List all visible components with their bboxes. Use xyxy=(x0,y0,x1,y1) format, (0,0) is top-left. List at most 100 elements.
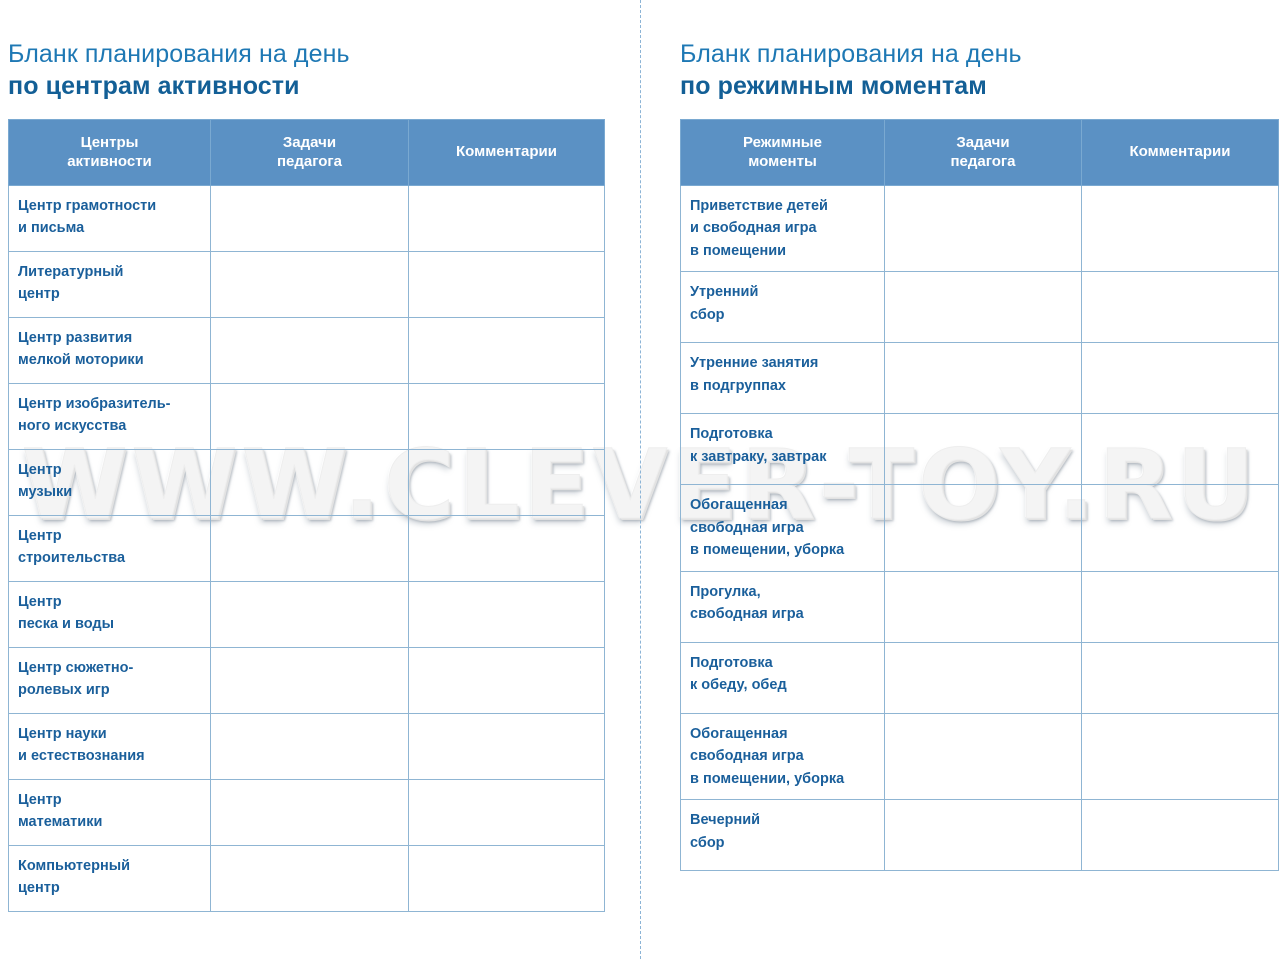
table-row: Обогащенная свободная игра в помещении, уб… xyxy=(680,712,1279,801)
table-row: Центр развития мелкой моторики xyxy=(8,317,605,384)
row-label-line: Прогулка, xyxy=(690,583,761,600)
comments-input-cell[interactable] xyxy=(1081,484,1279,572)
column-header-comments: Комментарии xyxy=(408,119,605,186)
tasks-input-cell[interactable] xyxy=(884,570,1082,643)
row-label-line: Вечерний xyxy=(690,812,761,829)
tasks-input-cell[interactable] xyxy=(884,799,1082,872)
row-label-line: строительства xyxy=(18,550,126,567)
row-label-line: музыки xyxy=(18,484,73,501)
row-label-line: сбор xyxy=(690,306,725,323)
page-title-right-line2: по режимным моментам xyxy=(680,72,987,100)
comments-input-cell[interactable] xyxy=(1081,712,1279,801)
row-label-cell: Подготовка к завтраку, завтрак xyxy=(680,413,885,486)
row-label-cell: Центр науки и естествознания xyxy=(8,713,211,780)
row-label-line: Центр xyxy=(18,792,62,808)
column-header-comments-line1: Комментарии xyxy=(1129,143,1231,161)
table-row: Центр строительства xyxy=(8,515,605,582)
tasks-input-cell[interactable] xyxy=(210,779,409,846)
row-label-line: и свободная игра xyxy=(690,220,817,237)
comments-input-cell[interactable] xyxy=(408,845,605,912)
comments-input-cell[interactable] xyxy=(1081,271,1279,344)
tasks-input-cell[interactable] xyxy=(884,712,1082,801)
row-label-cell: Центр музыки xyxy=(8,449,211,516)
comments-input-cell[interactable] xyxy=(1081,641,1279,714)
row-label-line: в помещении, уборка xyxy=(690,542,845,559)
comments-input-cell[interactable] xyxy=(1081,799,1279,872)
column-header-tasks: Задачи педагога xyxy=(884,119,1082,186)
row-label-line: Центр грамотности xyxy=(18,198,157,214)
comments-input-cell[interactable] xyxy=(1081,413,1279,486)
tasks-input-cell[interactable] xyxy=(884,641,1082,714)
comments-input-cell[interactable] xyxy=(408,251,605,318)
table-row: Подготовка к завтраку, завтрак xyxy=(680,413,1279,486)
comments-input-cell[interactable] xyxy=(408,185,605,252)
tasks-input-cell[interactable] xyxy=(884,413,1082,486)
row-label-line: Центр сюжетно- xyxy=(18,660,134,676)
column-header-comments-line1: Комментарии xyxy=(455,143,557,161)
column-header-centers: Центры активности xyxy=(8,119,211,186)
column-header-tasks-line1: Задачи xyxy=(282,134,337,152)
comments-input-cell[interactable] xyxy=(1081,570,1279,643)
comments-input-cell[interactable] xyxy=(408,515,605,582)
comments-input-cell[interactable] xyxy=(408,581,605,648)
tasks-input-cell[interactable] xyxy=(210,713,409,780)
row-label-line: Центр xyxy=(18,594,62,610)
column-header-tasks-line1: Задачи xyxy=(956,134,1010,152)
tasks-input-cell[interactable] xyxy=(210,317,409,384)
row-label-cell: Обогащенная свободная игра в помещении, уб… xyxy=(680,712,885,801)
comments-input-cell[interactable] xyxy=(408,317,605,384)
comments-input-cell[interactable] xyxy=(408,779,605,846)
comments-input-cell[interactable] xyxy=(1081,184,1279,273)
row-label-line: свободная игра xyxy=(690,748,804,765)
row-label-line: к завтраку, завтрак xyxy=(690,448,827,465)
row-label-line: Приветствие детей xyxy=(690,198,828,214)
row-label-line: Утренние занятия xyxy=(690,355,819,372)
comments-input-cell[interactable] xyxy=(408,713,605,780)
tasks-input-cell[interactable] xyxy=(210,581,409,648)
row-label-cell: Утренние занятия в подгруппах xyxy=(680,342,885,415)
panel-activity-centers: Бланк планирования на день по центрам ак… xyxy=(8,0,608,912)
row-label-cell: Обогащенная свободная игра в помещении, уб… xyxy=(680,484,885,572)
row-label-line: и письма xyxy=(18,220,85,237)
row-label-cell: Литературный центр xyxy=(8,251,211,318)
table-row: Утренние занятия в подгруппах xyxy=(680,342,1279,415)
row-label-line: в подгруппах xyxy=(690,377,786,394)
daily-routines-table: Режимные моменты Задачи педагога Коммент… xyxy=(680,119,1279,872)
tasks-input-cell[interactable] xyxy=(210,845,409,912)
tasks-input-cell[interactable] xyxy=(884,484,1082,572)
table-header-row: Режимные моменты Задачи педагога Коммент… xyxy=(680,119,1279,186)
comments-input-cell[interactable] xyxy=(408,647,605,714)
comments-input-cell[interactable] xyxy=(1081,342,1279,415)
table-row: Центр грамотности и письма xyxy=(8,185,605,252)
tasks-input-cell[interactable] xyxy=(884,184,1082,273)
tasks-input-cell[interactable] xyxy=(210,647,409,714)
tasks-input-cell[interactable] xyxy=(884,342,1082,415)
tasks-input-cell[interactable] xyxy=(210,449,409,516)
tasks-input-cell[interactable] xyxy=(884,271,1082,344)
tasks-input-cell[interactable] xyxy=(210,185,409,252)
table-row: Подготовка к обеду, обед xyxy=(680,641,1279,714)
tasks-input-cell[interactable] xyxy=(210,383,409,450)
tasks-input-cell[interactable] xyxy=(210,251,409,318)
table-row: Центр музыки xyxy=(8,449,605,516)
row-label-line: к обеду, обед xyxy=(690,677,787,694)
table-row: Центр сюжетно-ролевых игр xyxy=(8,647,605,714)
table-header-row: Центры активности Задачи педагога Коммен… xyxy=(8,119,605,186)
row-label-line: ного искусства xyxy=(18,418,127,435)
column-header-tasks-line2: педагога xyxy=(276,152,343,170)
row-label-line: Обогащенная xyxy=(690,497,788,514)
page-title-left: Бланк планирования на день по центрам ак… xyxy=(8,0,608,102)
column-header-routines-line1: Режимные xyxy=(743,134,822,152)
comments-input-cell[interactable] xyxy=(408,449,605,516)
table-row: Приветствие детей и свободная игра в помещ… xyxy=(680,184,1279,273)
row-label-cell: Центр грамотности и письма xyxy=(8,185,211,252)
row-label-cell: Компьютерный центр xyxy=(8,845,211,912)
page-title-left-line2: по центрам активности xyxy=(8,72,300,100)
row-label-line: свободная игра xyxy=(690,519,804,536)
row-label-line: Литературный xyxy=(18,264,124,280)
column-header-routines: Режимные моменты xyxy=(680,119,885,186)
comments-input-cell[interactable] xyxy=(408,383,605,450)
row-label-line: Центр науки xyxy=(18,726,107,742)
tasks-input-cell[interactable] xyxy=(210,515,409,582)
